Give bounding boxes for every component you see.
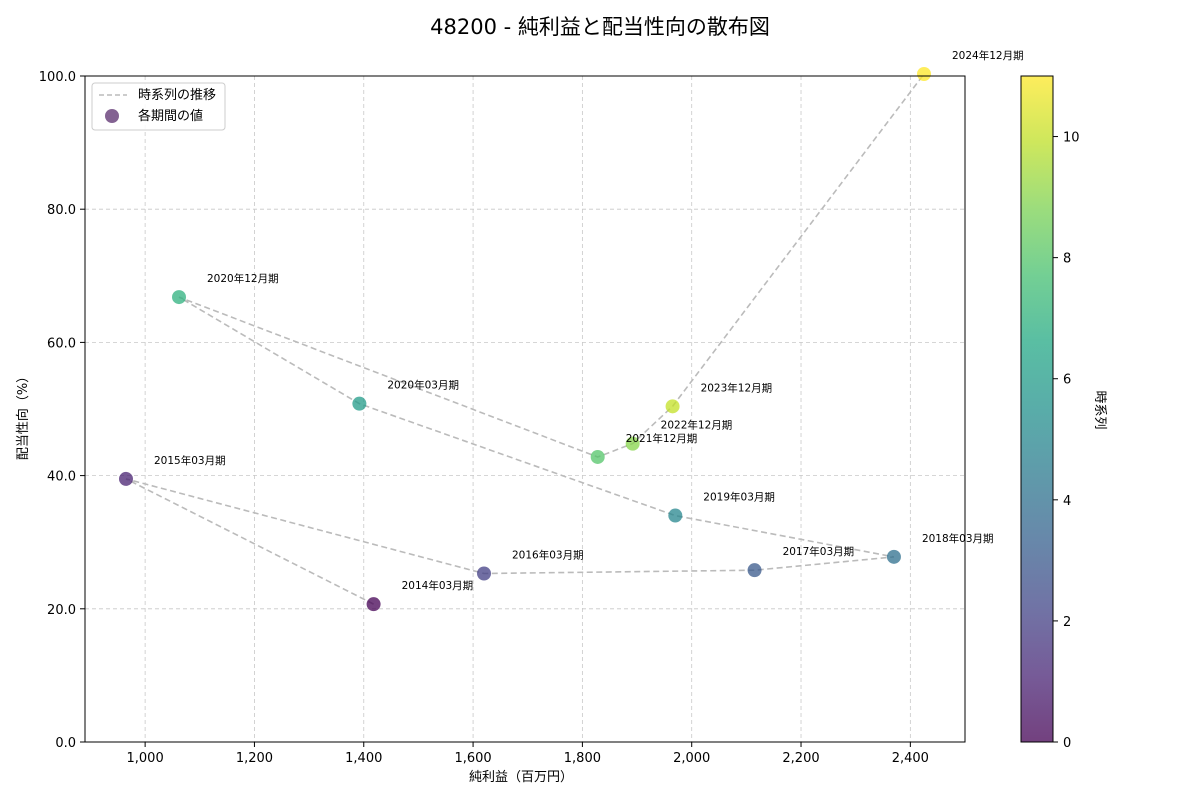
y-tick-label: 60.0 [47,336,76,351]
y-axis-ticks: 0.0 20.0 40.0 60.0 80.0 100.0 [39,70,85,751]
data-point-label: 2019年03月期 [703,491,775,504]
data-point-label: 2024年12月期 [952,49,1024,62]
colorbar: 0 2 4 6 8 10 時系列 [1020,75,1107,751]
y-axis-label: 配当性向（%） [15,370,31,460]
trend-line-layer [125,73,925,605]
data-point [886,549,901,564]
time-series-trend-line [125,73,925,605]
data-point-label: 2022年12月期 [661,419,733,432]
y-tick-label: 80.0 [47,203,76,218]
legend: 時系列の推移 各期間の値 [91,82,226,131]
colorbar-tick-label: 4 [1063,494,1071,509]
data-point [352,396,367,411]
data-point [590,449,605,464]
x-tick-label: 1,600 [454,751,491,766]
data-point-label: 2018年03月期 [922,532,994,545]
data-point [665,399,680,414]
x-tick-label: 2,400 [892,751,929,766]
y-tick-label: 100.0 [39,70,76,85]
data-point [625,436,640,451]
chart-title: 48200 - 純利益と配当性向の散布図 [430,15,770,39]
x-axis-ticks: 1,000 1,200 1,400 1,600 1,800 2,000 2,200 2,400 [127,742,929,766]
x-tick-label: 1,000 [127,751,164,766]
colorbar-tick-label: 6 [1063,373,1071,388]
colorbar-tick-label: 2 [1063,615,1071,630]
legend-line-label: 時系列の推移 [138,88,216,103]
data-point [118,471,133,486]
x-tick-label: 1,200 [236,751,273,766]
point-layer [118,67,932,612]
colorbar-ticks: 0 2 4 6 8 10 [1053,131,1080,751]
x-tick-label: 2,000 [673,751,710,766]
colorbar-tick-label: 8 [1063,252,1071,267]
y-tick-label: 40.0 [47,470,76,485]
data-point-label: 2023年12月期 [701,381,773,394]
data-point-label: 2015年03月期 [154,454,226,467]
data-point [668,508,683,523]
data-point [917,67,932,82]
grid-layer [85,76,965,742]
plot-frame [84,75,966,743]
x-tick-label: 2,200 [782,751,819,766]
data-point [747,563,762,578]
y-tick-label: 20.0 [47,603,76,618]
x-tick-label: 1,400 [345,751,382,766]
data-point-label: 2016年03月期 [512,549,584,562]
data-point-label: 2020年03月期 [387,379,459,392]
x-tick-label: 1,800 [564,751,601,766]
data-point-label: 2020年12月期 [207,272,279,285]
point-label-layer: 2014年03月期 2015年03月期 2016年03月期 2017年03月期 2018… [154,49,1024,592]
data-point [477,566,492,581]
data-point [172,290,187,305]
y-tick-label: 0.0 [55,736,76,751]
colorbar-tick-label: 0 [1063,736,1071,751]
data-point-label: 2021年12月期 [626,432,698,445]
legend-marker-label: 各期間の値 [138,108,203,124]
data-point-label: 2017年03月期 [783,545,855,558]
legend-marker-swatch [105,109,119,123]
x-axis-label: 純利益（百万円） [469,770,573,785]
colorbar-gradient [1020,75,1054,743]
colorbar-tick-label: 10 [1063,131,1080,146]
data-point [366,597,381,612]
data-point-label: 2014年03月期 [402,579,474,592]
colorbar-label: 時系列 [1092,390,1107,429]
